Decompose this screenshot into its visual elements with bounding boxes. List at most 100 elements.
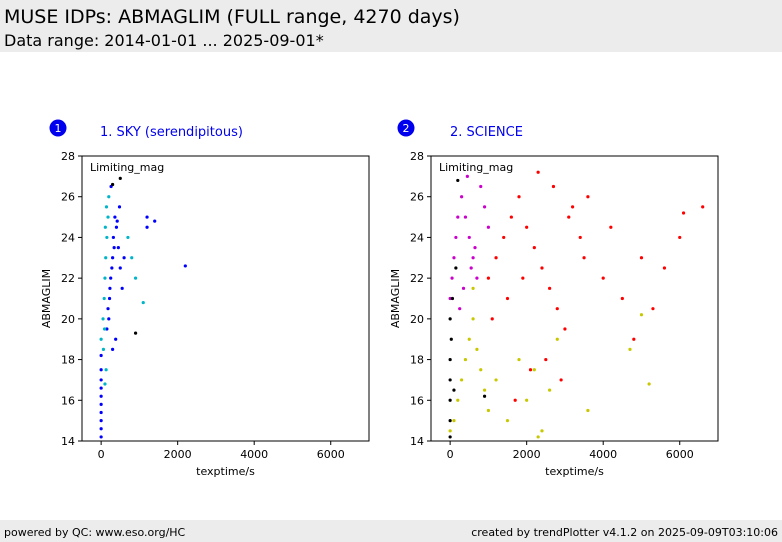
footer-generator-info: created by trendPlotter v4.1.2 on 2025-0…	[471, 526, 778, 539]
data-point	[110, 266, 114, 270]
data-point	[450, 276, 454, 280]
data-point	[490, 317, 494, 321]
y-tick-label: 20	[410, 313, 424, 326]
data-point	[540, 429, 544, 433]
data-point	[107, 195, 111, 199]
data-point	[456, 178, 460, 183]
data-point	[105, 327, 109, 331]
data-point	[106, 307, 110, 311]
data-point	[486, 408, 490, 413]
data-point	[106, 215, 110, 219]
y-tick-label: 26	[410, 191, 424, 204]
data-point	[467, 337, 471, 341]
x-tick-label: 6000	[317, 448, 345, 461]
data-point	[505, 296, 510, 301]
x-axis-label-1: texptime/s	[196, 465, 255, 478]
data-point	[99, 378, 103, 382]
data-point	[104, 205, 109, 209]
data-point	[620, 296, 624, 301]
data-point	[662, 266, 667, 270]
panel-title-2: 2. SCIENCE	[450, 125, 523, 140]
data-point	[99, 368, 103, 372]
data-point	[113, 215, 117, 219]
data-point	[99, 435, 103, 439]
data-point	[528, 368, 533, 372]
data-point	[448, 435, 452, 439]
panel-2: 2 2. SCIENCE Limiting_mag 14 16 18 20 22 24 26…	[389, 119, 719, 478]
page-title: MUSE IDPs: ABMAGLIM (FULL range, 4270 da…	[4, 6, 460, 28]
inner-label-1: Limiting_mag	[90, 161, 164, 174]
x-tick-label: 2000	[513, 448, 541, 461]
data-point	[448, 419, 452, 423]
data-point	[532, 246, 536, 250]
data-point	[111, 256, 115, 260]
data-point	[469, 266, 473, 270]
data-point	[536, 170, 540, 174]
x-tick-label: 2000	[164, 448, 192, 461]
data-point	[486, 225, 490, 229]
data-point	[678, 235, 682, 240]
data-point	[701, 205, 705, 209]
data-point	[99, 394, 103, 398]
data-point	[681, 211, 686, 215]
data-point	[651, 307, 655, 311]
data-point	[452, 256, 456, 260]
data-point	[532, 368, 536, 372]
data-point	[112, 246, 116, 250]
panel-badge-2	[397, 119, 415, 137]
data-point	[513, 398, 517, 402]
data-point	[141, 300, 145, 305]
data-point	[559, 378, 563, 382]
plot-frame-2	[430, 155, 719, 442]
data-point	[114, 337, 118, 341]
data-point	[99, 386, 103, 390]
data-point	[104, 368, 108, 372]
data-point	[99, 410, 103, 415]
data-point	[99, 353, 103, 358]
data-point	[103, 382, 107, 386]
data-point	[505, 419, 510, 423]
data-point	[130, 256, 134, 260]
data-point	[448, 357, 452, 362]
data-point	[555, 307, 559, 311]
data-point	[448, 398, 452, 402]
data-point	[449, 337, 453, 341]
data-point	[460, 195, 464, 199]
data-point	[105, 235, 109, 240]
data-point	[108, 286, 112, 290]
y-tick-label: 22	[61, 272, 75, 285]
data-point	[586, 195, 590, 199]
data-point	[463, 215, 468, 219]
data-point	[639, 256, 644, 260]
y-tick-label: 16	[61, 394, 75, 407]
data-point	[570, 205, 575, 209]
x-tick-label: 4000	[589, 448, 617, 461]
data-point	[494, 256, 498, 260]
data-point	[118, 176, 122, 180]
data-point	[183, 264, 187, 268]
y-tick-label: 16	[410, 394, 424, 407]
data-point	[475, 347, 479, 351]
data-point	[521, 276, 525, 280]
data-point	[486, 276, 490, 280]
data-point	[107, 317, 111, 321]
data-point	[525, 398, 529, 402]
panel-title-1: 1. SKY (serendipitous)	[100, 125, 243, 140]
data-point	[99, 402, 103, 406]
data-point	[448, 429, 452, 433]
data-point	[473, 246, 477, 250]
data-point	[482, 394, 487, 398]
footer-credit-link[interactable]: powered by QC: www.eso.org/HC	[4, 526, 186, 539]
data-point	[452, 419, 456, 423]
data-point	[525, 225, 529, 229]
data-point	[479, 184, 483, 189]
data-point	[452, 388, 456, 392]
footer-bar: powered by QC: www.eso.org/HC created by…	[0, 520, 782, 542]
data-point	[544, 357, 548, 362]
data-point	[103, 225, 107, 229]
data-point	[115, 219, 119, 223]
data-point	[118, 266, 122, 270]
data-point	[471, 256, 475, 260]
data-range-subtitle: Data range: 2014-01-01 ... 2025-09-01*	[4, 31, 324, 50]
y-tick-label: 24	[410, 231, 424, 244]
